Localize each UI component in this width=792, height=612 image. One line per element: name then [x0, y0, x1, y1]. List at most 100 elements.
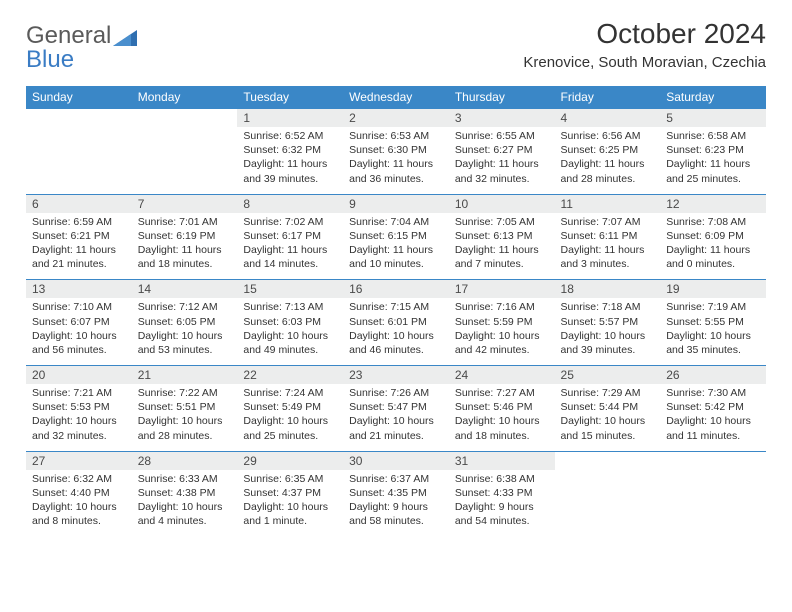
daylight-text: and 54 minutes.	[455, 514, 549, 528]
daylight-text: and 28 minutes.	[138, 429, 232, 443]
daylight-text: Daylight: 10 hours	[349, 414, 443, 428]
location: Krenovice, South Moravian, Czechia	[523, 54, 766, 71]
day-number-cell: 19	[660, 280, 766, 299]
day-number-row: 12345	[26, 109, 766, 128]
sunset-text: Sunset: 6:17 PM	[243, 229, 337, 243]
day-number-cell: 16	[343, 280, 449, 299]
daylight-text: Daylight: 11 hours	[561, 157, 655, 171]
daylight-text: and 39 minutes.	[561, 343, 655, 357]
sunrise-text: Sunrise: 6:53 AM	[349, 129, 443, 143]
day-detail-row: Sunrise: 6:32 AMSunset: 4:40 PMDaylight:…	[26, 470, 766, 537]
sunrise-text: Sunrise: 7:24 AM	[243, 386, 337, 400]
day-number-row: 2728293031	[26, 451, 766, 470]
daylight-text: and 11 minutes.	[666, 429, 760, 443]
sunset-text: Sunset: 6:21 PM	[32, 229, 126, 243]
sunset-text: Sunset: 6:25 PM	[561, 143, 655, 157]
day-number-cell: 24	[449, 366, 555, 385]
day-detail-cell: Sunrise: 6:38 AMSunset: 4:33 PMDaylight:…	[449, 470, 555, 537]
sunrise-text: Sunrise: 7:02 AM	[243, 215, 337, 229]
sunset-text: Sunset: 5:44 PM	[561, 400, 655, 414]
day-number-cell: 2	[343, 109, 449, 128]
daylight-text: Daylight: 11 hours	[561, 243, 655, 257]
sunset-text: Sunset: 6:32 PM	[243, 143, 337, 157]
daylight-text: Daylight: 11 hours	[138, 243, 232, 257]
day-number-cell: 14	[132, 280, 238, 299]
month-title: October 2024	[523, 18, 766, 50]
sunset-text: Sunset: 5:59 PM	[455, 315, 549, 329]
daylight-text: and 4 minutes.	[138, 514, 232, 528]
daylight-text: and 18 minutes.	[455, 429, 549, 443]
calendar-table: Sunday Monday Tuesday Wednesday Thursday…	[26, 86, 766, 536]
sunset-text: Sunset: 4:35 PM	[349, 486, 443, 500]
sunrise-text: Sunrise: 6:59 AM	[32, 215, 126, 229]
weekday-header: Sunday	[26, 86, 132, 109]
daylight-text: and 25 minutes.	[243, 429, 337, 443]
day-number-cell: 30	[343, 451, 449, 470]
daylight-text: Daylight: 10 hours	[138, 500, 232, 514]
daylight-text: Daylight: 10 hours	[243, 414, 337, 428]
sunrise-text: Sunrise: 7:16 AM	[455, 300, 549, 314]
day-detail-row: Sunrise: 7:10 AMSunset: 6:07 PMDaylight:…	[26, 298, 766, 365]
sunrise-text: Sunrise: 6:56 AM	[561, 129, 655, 143]
sunrise-text: Sunrise: 7:15 AM	[349, 300, 443, 314]
day-detail-cell	[132, 127, 238, 194]
sunrise-text: Sunrise: 6:52 AM	[243, 129, 337, 143]
daylight-text: Daylight: 11 hours	[243, 157, 337, 171]
daylight-text: and 7 minutes.	[455, 257, 549, 271]
sunrise-text: Sunrise: 7:27 AM	[455, 386, 549, 400]
day-detail-cell: Sunrise: 7:02 AMSunset: 6:17 PMDaylight:…	[237, 213, 343, 280]
day-number-cell: 3	[449, 109, 555, 128]
day-detail-cell: Sunrise: 7:26 AMSunset: 5:47 PMDaylight:…	[343, 384, 449, 451]
daylight-text: Daylight: 10 hours	[32, 414, 126, 428]
daylight-text: and 21 minutes.	[32, 257, 126, 271]
day-number-cell: 18	[555, 280, 661, 299]
sunrise-text: Sunrise: 7:18 AM	[561, 300, 655, 314]
sunrise-text: Sunrise: 7:22 AM	[138, 386, 232, 400]
day-number-cell: 23	[343, 366, 449, 385]
sunset-text: Sunset: 6:05 PM	[138, 315, 232, 329]
sunrise-text: Sunrise: 6:58 AM	[666, 129, 760, 143]
day-detail-row: Sunrise: 6:59 AMSunset: 6:21 PMDaylight:…	[26, 213, 766, 280]
daylight-text: and 28 minutes.	[561, 172, 655, 186]
day-number-cell: 27	[26, 451, 132, 470]
daylight-text: and 32 minutes.	[32, 429, 126, 443]
sunset-text: Sunset: 6:27 PM	[455, 143, 549, 157]
sunset-text: Sunset: 4:40 PM	[32, 486, 126, 500]
day-detail-cell: Sunrise: 7:10 AMSunset: 6:07 PMDaylight:…	[26, 298, 132, 365]
day-detail-cell	[555, 470, 661, 537]
daylight-text: and 56 minutes.	[32, 343, 126, 357]
daylight-text: Daylight: 11 hours	[243, 243, 337, 257]
day-number-cell: 31	[449, 451, 555, 470]
sunset-text: Sunset: 6:09 PM	[666, 229, 760, 243]
sunset-text: Sunset: 5:53 PM	[32, 400, 126, 414]
sunrise-text: Sunrise: 7:21 AM	[32, 386, 126, 400]
daylight-text: Daylight: 11 hours	[32, 243, 126, 257]
daylight-text: Daylight: 9 hours	[455, 500, 549, 514]
day-detail-cell: Sunrise: 7:19 AMSunset: 5:55 PMDaylight:…	[660, 298, 766, 365]
day-detail-row: Sunrise: 7:21 AMSunset: 5:53 PMDaylight:…	[26, 384, 766, 451]
sunset-text: Sunset: 6:03 PM	[243, 315, 337, 329]
day-number-cell: 5	[660, 109, 766, 128]
daylight-text: Daylight: 10 hours	[138, 414, 232, 428]
title-block: October 2024 Krenovice, South Moravian, …	[523, 18, 766, 71]
day-detail-cell: Sunrise: 7:24 AMSunset: 5:49 PMDaylight:…	[237, 384, 343, 451]
day-detail-cell: Sunrise: 7:30 AMSunset: 5:42 PMDaylight:…	[660, 384, 766, 451]
sunset-text: Sunset: 4:38 PM	[138, 486, 232, 500]
day-detail-cell: Sunrise: 7:13 AMSunset: 6:03 PMDaylight:…	[237, 298, 343, 365]
daylight-text: and 3 minutes.	[561, 257, 655, 271]
sunset-text: Sunset: 5:42 PM	[666, 400, 760, 414]
daylight-text: and 46 minutes.	[349, 343, 443, 357]
day-detail-cell: Sunrise: 6:59 AMSunset: 6:21 PMDaylight:…	[26, 213, 132, 280]
sunset-text: Sunset: 5:55 PM	[666, 315, 760, 329]
day-number-cell: 9	[343, 194, 449, 213]
day-number-cell: 12	[660, 194, 766, 213]
day-number-cell: 6	[26, 194, 132, 213]
day-detail-cell: Sunrise: 7:18 AMSunset: 5:57 PMDaylight:…	[555, 298, 661, 365]
sunset-text: Sunset: 5:47 PM	[349, 400, 443, 414]
sunset-text: Sunset: 6:11 PM	[561, 229, 655, 243]
day-number-cell: 8	[237, 194, 343, 213]
daylight-text: Daylight: 10 hours	[349, 329, 443, 343]
sunset-text: Sunset: 6:19 PM	[138, 229, 232, 243]
day-detail-cell: Sunrise: 7:21 AMSunset: 5:53 PMDaylight:…	[26, 384, 132, 451]
sunset-text: Sunset: 5:46 PM	[455, 400, 549, 414]
